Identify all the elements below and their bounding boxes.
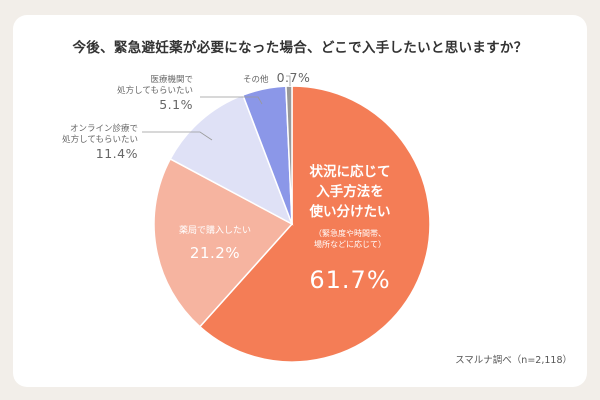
label-situational-line-1: 状況に応じて — [309, 164, 391, 180]
leader-line-clinic — [200, 96, 263, 105]
slice-pharmacy — [153, 157, 294, 328]
chart-title: 今後、緊急避妊薬が必要になった場合、どこで入手したいと思いますか？ — [72, 40, 528, 56]
label-situational-note-1: （緊急度や時間帯、 — [314, 229, 386, 238]
source-note: スマルナ調べ（n=2,118） — [455, 355, 572, 366]
label-online-line-1: オンライン診療で — [69, 124, 138, 134]
label-situational: 状況に応じて 入手方法を 使い分けたい （緊急度や時間帯、 場所などに応じて） … — [280, 162, 420, 294]
label-situational-note-2: 場所などに応じて） — [314, 240, 386, 249]
label-clinic-line-2: 処方してもらいたい — [117, 86, 193, 96]
value-other: 0.7% — [276, 70, 311, 85]
label-online-line-2: 処方してもらいたい — [62, 135, 138, 145]
value-clinic: 5.1% — [159, 97, 193, 112]
slice-situational — [198, 85, 431, 363]
label-pharmacy: 薬局で購入したい 21.2% — [160, 226, 270, 262]
value-situational: 61.7% — [309, 266, 391, 294]
leader-line-other — [286, 75, 291, 86]
label-other: その他 0.7% — [243, 67, 310, 86]
value-online: 11.4% — [95, 146, 138, 161]
leader-line-online — [142, 131, 213, 141]
label-clinic-line-1: 医療機関で — [150, 75, 193, 85]
label-situational-line-3: 使い分けたい — [309, 204, 391, 220]
label-pharmacy-line-1: 薬局で購入したい — [178, 226, 251, 236]
label-clinic: 医療機関で 処方してもらいたい 5.1% — [98, 75, 193, 112]
label-situational-line-2: 入手方法を — [316, 184, 384, 200]
slice-other — [285, 85, 293, 225]
label-other-line-1: その他 — [243, 75, 269, 85]
label-online: オンライン診療で 処方してもらいたい 11.4% — [48, 124, 138, 161]
value-pharmacy: 21.2% — [189, 244, 241, 262]
